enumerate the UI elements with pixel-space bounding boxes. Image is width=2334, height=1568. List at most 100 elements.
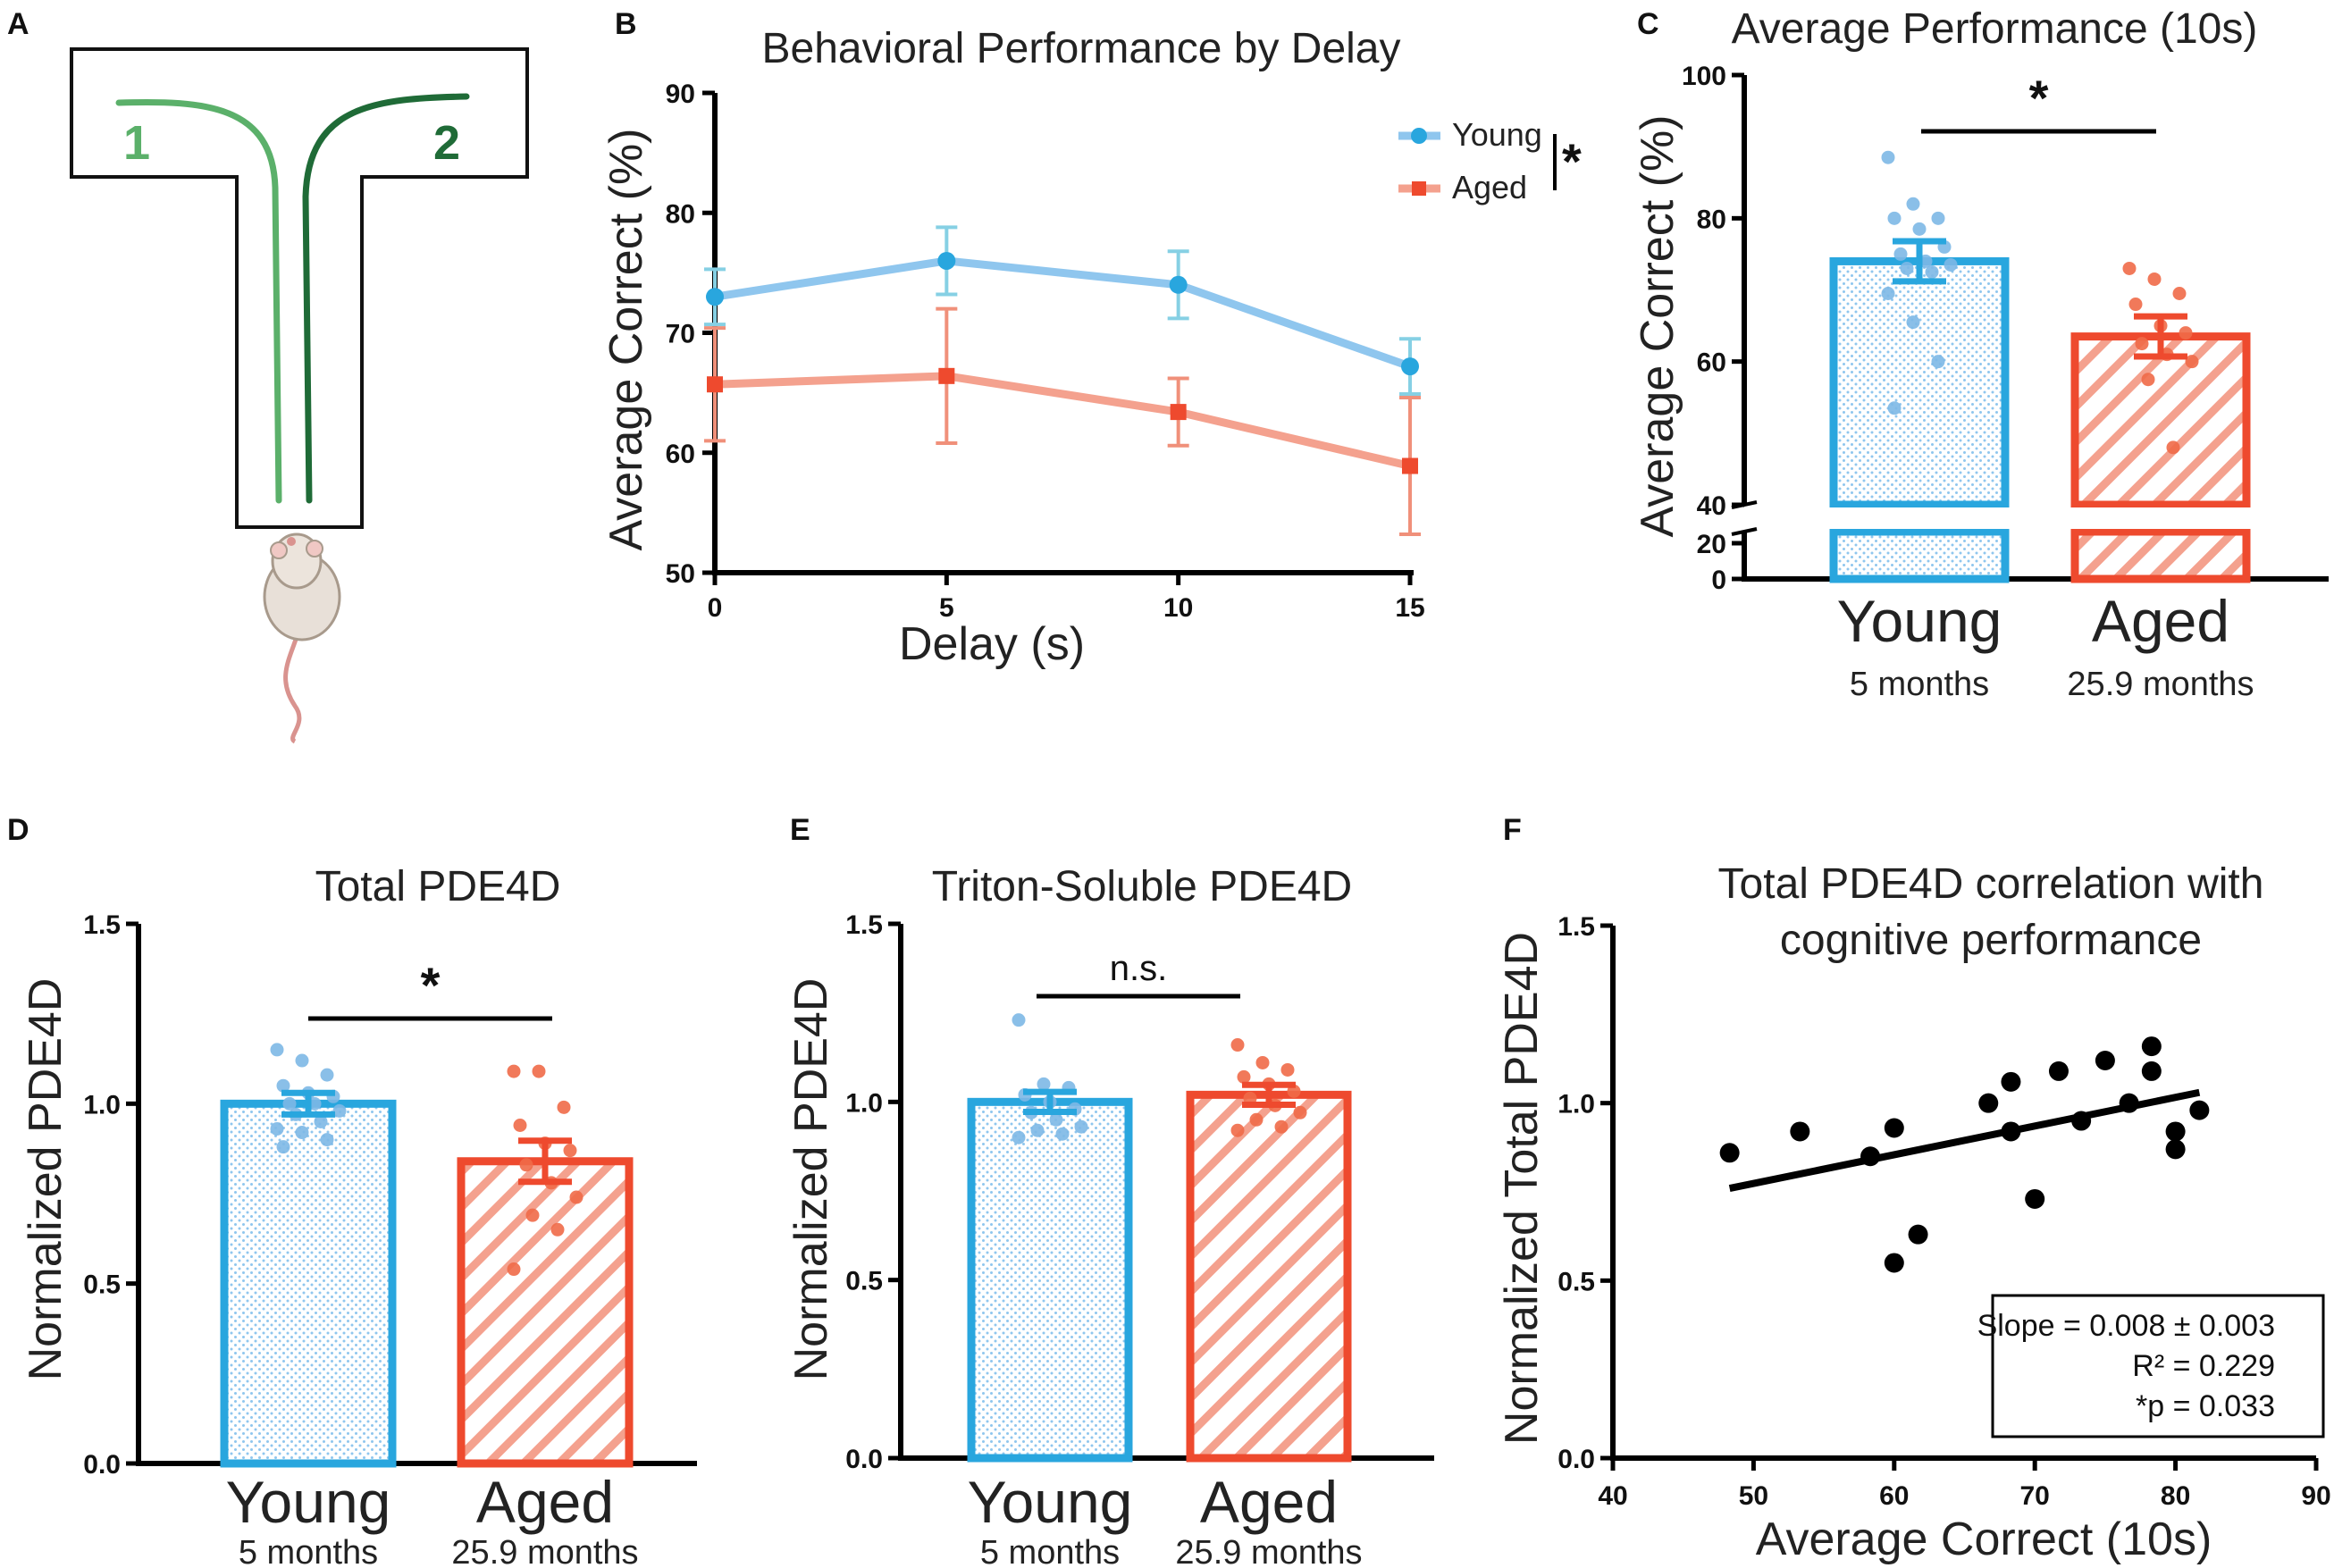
scatter-point bbox=[2001, 1121, 2021, 1142]
data-point-young bbox=[270, 1043, 284, 1057]
stats-p-value: *p = 0.033 bbox=[2136, 1389, 2275, 1423]
panel-label-a: A bbox=[7, 7, 29, 41]
data-point-aged bbox=[1230, 1038, 1245, 1052]
bar-aged-lower bbox=[2070, 527, 2251, 583]
stats-slope: Slope = 0.008 ± 0.003 bbox=[1977, 1309, 2275, 1343]
data-point-young bbox=[1906, 197, 1920, 211]
category-label-aged: Aged bbox=[1200, 1469, 1338, 1535]
chart-b-significance: * bbox=[1562, 133, 1582, 189]
scatter-point bbox=[1719, 1143, 1740, 1163]
panel-label-e: E bbox=[790, 813, 810, 847]
data-point-young bbox=[937, 251, 956, 270]
panel-b: B Behavioral Performance by Delay Delay … bbox=[600, 7, 1582, 670]
panel-c: C Average Performance (10s) Average Corr… bbox=[1632, 5, 2329, 703]
scatter-point bbox=[1790, 1121, 1810, 1142]
data-point-young bbox=[276, 1140, 290, 1154]
axis-break-gap bbox=[2070, 507, 2252, 529]
data-point-aged bbox=[2141, 373, 2155, 387]
y-tick-label: 1.0 bbox=[83, 1090, 121, 1119]
y-tick-label: 1.0 bbox=[1557, 1090, 1595, 1119]
data-point-aged bbox=[1170, 404, 1187, 421]
y-tick-label: 50 bbox=[666, 559, 695, 589]
scatter-point bbox=[1884, 1253, 1904, 1273]
data-point-aged bbox=[1249, 1112, 1264, 1127]
chart-f-title-line2: cognitive performance bbox=[1780, 917, 2202, 964]
data-point-young bbox=[1049, 1112, 1063, 1127]
x-tick-label: 15 bbox=[1395, 593, 1424, 623]
legend-item-young: Young bbox=[1398, 116, 1542, 153]
chart-c-ylabel: Average Correct (%) bbox=[1632, 115, 1683, 538]
t-maze-outline bbox=[70, 47, 529, 529]
chart-f-ylabel: Normalized Total PDE4D bbox=[1496, 932, 1548, 1445]
x-tick-label: 40 bbox=[1598, 1481, 1627, 1511]
category-sublabel-aged: 25.9 months bbox=[2067, 666, 2254, 703]
y-tick-label: 0 bbox=[1711, 566, 1726, 595]
y-tick-label: 60 bbox=[1697, 348, 1726, 378]
scatter-point bbox=[2001, 1071, 2021, 1092]
significance-label: n.s. bbox=[1110, 949, 1167, 988]
data-point-young bbox=[1030, 1123, 1045, 1137]
data-point-young bbox=[332, 1103, 347, 1118]
bar-young bbox=[1829, 256, 2010, 509]
x-tick-label: 70 bbox=[2020, 1481, 2050, 1511]
series-line-aged bbox=[714, 372, 1412, 470]
category-sublabel-aged: 25.9 months bbox=[451, 1534, 638, 1568]
data-point-young bbox=[314, 1114, 328, 1128]
data-point-young bbox=[1012, 1013, 1026, 1027]
scatter-point bbox=[2189, 1100, 2210, 1120]
bar-young-lower bbox=[1829, 527, 2010, 583]
axis-break-mark-lower bbox=[1731, 527, 1758, 536]
panel-a: A 1 2 bbox=[7, 7, 529, 744]
chart-e-ylabel: Normalized PDE4D bbox=[785, 978, 837, 1381]
data-point-aged bbox=[2179, 326, 2193, 340]
chart-b-legend: Young Aged * bbox=[1398, 116, 1582, 205]
chart-f-xlabel: Average Correct (10s) bbox=[1756, 1513, 2212, 1565]
y-tick-label: 1.5 bbox=[83, 910, 121, 940]
y-tick-label: 40 bbox=[1697, 491, 1726, 521]
legend-label-aged: Aged bbox=[1452, 169, 1527, 205]
legend-item-aged: Aged bbox=[1398, 169, 1527, 205]
bar-young bbox=[967, 1097, 1133, 1463]
data-point-aged bbox=[563, 1144, 577, 1158]
category-label-young: Young bbox=[968, 1469, 1133, 1535]
data-point-young bbox=[295, 1053, 309, 1068]
data-point-young bbox=[1906, 315, 1920, 330]
y-tick-label: 90 bbox=[666, 80, 695, 109]
data-point-young bbox=[1881, 150, 1895, 164]
stats-box: Slope = 0.008 ± 0.003 R² = 0.229 *p = 0.… bbox=[1977, 1294, 2325, 1438]
scatter-point bbox=[2048, 1061, 2069, 1081]
data-point-aged bbox=[532, 1064, 546, 1078]
data-point-young bbox=[1881, 287, 1895, 301]
data-point-young bbox=[1037, 1077, 1051, 1091]
x-tick-label: 90 bbox=[2301, 1481, 2330, 1511]
data-point-young bbox=[295, 1126, 309, 1140]
scatter-point bbox=[2071, 1111, 2092, 1131]
data-point-aged bbox=[525, 1208, 540, 1222]
category-label-young: Young bbox=[226, 1469, 391, 1535]
chart-e-title: Triton-Soluble PDE4D bbox=[932, 863, 1352, 910]
scatter-point bbox=[2165, 1139, 2186, 1160]
data-point-aged bbox=[2122, 261, 2137, 275]
data-point-young bbox=[1925, 264, 1939, 279]
data-point-aged bbox=[1274, 1119, 1289, 1134]
significance-label: * bbox=[421, 957, 441, 1013]
category-sublabel-aged: 25.9 months bbox=[1175, 1534, 1362, 1568]
data-point-aged bbox=[507, 1262, 521, 1277]
data-point-young bbox=[1887, 401, 1902, 415]
data-point-young bbox=[282, 1096, 297, 1111]
significance-label: * bbox=[2029, 70, 2049, 126]
panel-label-d: D bbox=[7, 813, 29, 847]
y-tick-label: 1.5 bbox=[1557, 912, 1595, 942]
chart-d-title: Total PDE4D bbox=[315, 863, 561, 910]
data-point-aged bbox=[1237, 1069, 1251, 1084]
data-point-young bbox=[1931, 355, 1945, 369]
bar-aged bbox=[457, 1157, 634, 1468]
data-point-young bbox=[320, 1133, 334, 1147]
x-tick-label: 60 bbox=[1879, 1481, 1909, 1511]
category-label-young: Young bbox=[1837, 588, 2002, 654]
scatter-point bbox=[1860, 1146, 1881, 1167]
data-point-young bbox=[270, 1122, 284, 1136]
panel-label-b: B bbox=[615, 7, 637, 41]
y-tick-label: 100 bbox=[1682, 62, 1726, 91]
